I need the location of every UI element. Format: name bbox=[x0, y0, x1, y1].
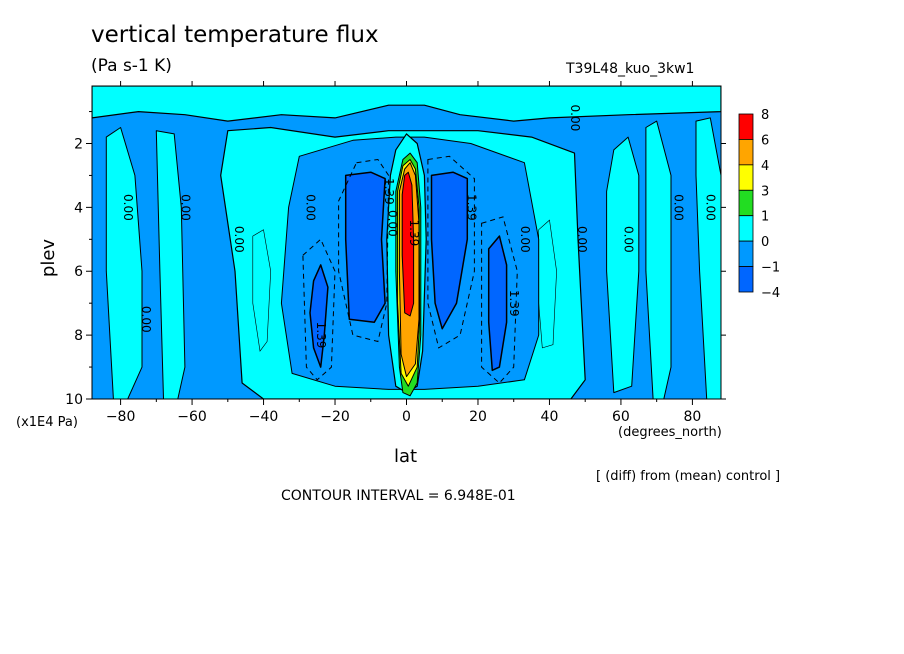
contour-label: 1.39 bbox=[407, 220, 421, 247]
contour-label: 0.00 bbox=[621, 226, 635, 253]
legend-label: 1 bbox=[761, 210, 769, 225]
y-tick-label: 10 bbox=[65, 392, 83, 408]
contour-label: 0.00 bbox=[139, 306, 153, 333]
dashed-contour-1 bbox=[427, 155, 475, 349]
units-label: (Pa s-1 K) bbox=[91, 56, 172, 76]
region-south-mid-cyan bbox=[155, 130, 186, 399]
contour-label: 0.00 bbox=[672, 194, 686, 221]
contour-label: 1.39 bbox=[382, 178, 396, 205]
contour-labels: 0.00 0.00 0.00 0.00 0.00 1.39 1.39 0.00 1.39 1.39… bbox=[121, 105, 718, 349]
legend-label: 0 bbox=[761, 235, 769, 250]
y-tick-label: 6 bbox=[74, 264, 83, 280]
y-tick-label: 8 bbox=[74, 328, 83, 344]
dashed-contour-3 bbox=[481, 216, 518, 384]
legend-swatch bbox=[738, 240, 754, 267]
region-polar-cap bbox=[92, 86, 721, 122]
contour-label: 0.00 bbox=[232, 226, 246, 253]
contour-label: 1.39 bbox=[314, 322, 328, 349]
contour-label: 0.00 bbox=[518, 226, 532, 253]
contour-label: 0.00 bbox=[303, 194, 317, 221]
contour-label: 0.00 bbox=[568, 105, 582, 132]
contour-label: 0.00 bbox=[575, 226, 589, 253]
x-tick-label: −60 bbox=[177, 409, 207, 425]
region-sh-dk-blue bbox=[344, 171, 386, 324]
legend-swatch bbox=[738, 189, 754, 217]
legend-swatch bbox=[738, 266, 754, 293]
run-label: T39L48_kuo_3kw1 bbox=[566, 61, 695, 77]
x-tick-label: 0 bbox=[402, 409, 411, 425]
legend-label: 3 bbox=[761, 184, 769, 199]
contour-label: 1.39 bbox=[507, 290, 521, 317]
legend-label: 8 bbox=[761, 108, 769, 123]
contour-label: 0.00 bbox=[121, 194, 135, 221]
y-axis-label: plev bbox=[38, 239, 59, 278]
x-tick-label: −80 bbox=[106, 409, 136, 425]
legend-label: −4 bbox=[761, 286, 780, 301]
page-title: vertical temperature flux bbox=[91, 22, 379, 48]
x-tick-label: 60 bbox=[612, 409, 630, 425]
x-tick-label: 20 bbox=[469, 409, 487, 425]
legend-swatch bbox=[738, 139, 754, 166]
region-north-high-cyan bbox=[645, 120, 672, 399]
legend-swatch bbox=[738, 215, 754, 242]
diff-note: [ (diff) from (mean) control ] bbox=[596, 469, 781, 484]
thin-contour-1 bbox=[538, 219, 557, 349]
legend-label: 6 bbox=[761, 133, 769, 148]
thin-contour-0 bbox=[252, 229, 272, 352]
contour-field bbox=[92, 86, 721, 399]
legend-label: 4 bbox=[761, 159, 769, 174]
region-red bbox=[401, 171, 415, 317]
region-nh-dk-blue bbox=[430, 171, 469, 330]
y-tick-label: 2 bbox=[74, 136, 83, 152]
contour-label: 0.00 bbox=[178, 194, 192, 221]
legend-swatch bbox=[738, 113, 754, 140]
dashed-contour-0 bbox=[338, 158, 390, 343]
contour-interval: CONTOUR INTERVAL = 6.948E-01 bbox=[281, 488, 516, 504]
region-north-midlat-cyan bbox=[606, 136, 640, 394]
contour-label: 0.00 bbox=[386, 210, 400, 237]
y-unit-label: (x1E4 Pa) bbox=[16, 415, 78, 430]
dashed-contour-2 bbox=[302, 238, 336, 381]
x-tick-label: −40 bbox=[249, 409, 279, 425]
x-axis-label: lat bbox=[394, 446, 418, 467]
contour-label: 0.00 bbox=[704, 194, 718, 221]
legend-swatch bbox=[738, 164, 754, 191]
contour-label: 1.39 bbox=[464, 194, 478, 221]
axis-ticks: −80 −60 −40 −20 0 20 40 60 80 2 4 6 8 10 bbox=[65, 81, 726, 425]
x-tick-label: 40 bbox=[541, 409, 559, 425]
region-north-polar-cyan bbox=[695, 117, 721, 399]
x-tick-label: 80 bbox=[683, 409, 701, 425]
legend-label: −1 bbox=[761, 261, 780, 276]
region-south-high-cyan bbox=[105, 127, 143, 399]
x-unit-label: (degrees_north) bbox=[618, 425, 722, 440]
y-tick-label: 4 bbox=[74, 200, 83, 216]
color-legend: 8 6 4 3 1 0 −1 −4 bbox=[738, 108, 780, 301]
x-tick-label: −20 bbox=[320, 409, 350, 425]
region-nh-low-dk-blue bbox=[487, 235, 508, 372]
region-sh-low-dk-blue bbox=[309, 264, 329, 368]
